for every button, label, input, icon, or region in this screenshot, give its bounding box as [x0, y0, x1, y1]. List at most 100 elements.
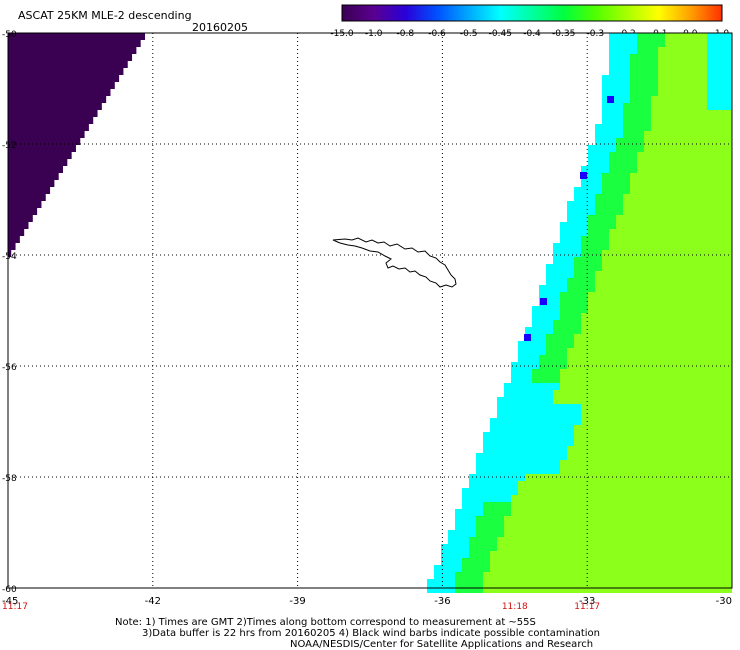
field-cell: [616, 159, 623, 166]
field-cell: [588, 397, 595, 404]
field-cell: [714, 257, 721, 264]
field-cell: [728, 425, 732, 432]
field-cell: [588, 327, 595, 334]
field-cell: [665, 61, 672, 68]
field-cell: [707, 362, 714, 369]
field-cell: [637, 460, 644, 467]
field-cell: [602, 467, 609, 474]
field-cell: [8, 215, 33, 222]
field-cell: [497, 481, 504, 488]
field-cell: [623, 145, 630, 152]
field-cell: [609, 110, 616, 117]
field-cell: [595, 320, 602, 327]
field-cell: [630, 397, 637, 404]
field-cell: [602, 369, 609, 376]
field-cell: [686, 194, 693, 201]
field-cell: [609, 40, 616, 47]
field-cell: [609, 355, 616, 362]
field-cell: [609, 523, 616, 530]
field-cell: [700, 187, 707, 194]
field-cell: [602, 411, 609, 418]
field-cell: [728, 159, 732, 166]
field-cell: [539, 516, 546, 523]
field-cell: [728, 418, 732, 425]
field-cell: [483, 537, 490, 544]
field-cell: [483, 530, 490, 537]
field-cell: [630, 180, 637, 187]
field-cell: [714, 446, 721, 453]
field-cell: [728, 243, 732, 250]
field-cell: [651, 166, 658, 173]
field-cell: [553, 320, 560, 327]
field-cell: [567, 404, 574, 411]
field-cell: [707, 152, 714, 159]
field-cell: [637, 145, 644, 152]
field-cell: [588, 544, 595, 551]
field-cell: [644, 537, 651, 544]
field-cell: [665, 453, 672, 460]
field-cell: [672, 369, 679, 376]
field-cell: [553, 572, 560, 579]
field-cell: [8, 47, 137, 54]
field-cell: [707, 257, 714, 264]
field-cell: [672, 320, 679, 327]
field-cell: [623, 278, 630, 285]
field-cell: [700, 194, 707, 201]
field-cell: [588, 348, 595, 355]
field-cell: [707, 502, 714, 509]
field-cell: [637, 159, 644, 166]
field-cell: [651, 68, 658, 75]
field-cell: [679, 271, 686, 278]
field-cell: [700, 390, 707, 397]
field-cell: [476, 453, 483, 460]
field-cell: [511, 376, 518, 383]
field-cell: [448, 530, 455, 537]
field-cell: [455, 572, 462, 579]
field-cell: [700, 446, 707, 453]
field-cell: [665, 369, 672, 376]
field-cell: [686, 117, 693, 124]
field-cell: [630, 292, 637, 299]
field-cell: [637, 439, 644, 446]
field-cell: [595, 236, 602, 243]
field-cell: [518, 544, 525, 551]
field-cell: [518, 502, 525, 509]
field-cell: [672, 96, 679, 103]
field-cell: [623, 187, 630, 194]
field-cell: [602, 537, 609, 544]
field-cell: [651, 516, 658, 523]
field-cell: [651, 299, 658, 306]
field-cell: [693, 292, 700, 299]
field-cell: [700, 33, 707, 40]
field-cell: [637, 173, 644, 180]
field-cell: [441, 579, 448, 586]
field-cell: [700, 558, 707, 565]
field-cell: [581, 341, 588, 348]
field-cell: [581, 229, 588, 236]
field-cell: [714, 586, 721, 593]
field-cell: [581, 264, 588, 271]
field-cell: [644, 516, 651, 523]
field-cell: [700, 47, 707, 54]
field-cell: [574, 236, 581, 243]
field-cell: [721, 138, 728, 145]
field-cell: [581, 404, 588, 411]
field-cell: [679, 537, 686, 544]
field-cell: [644, 131, 651, 138]
field-cell: [700, 544, 707, 551]
field-cell: [539, 320, 546, 327]
field-cell: [714, 376, 721, 383]
field-cell: [616, 229, 623, 236]
field-cell: [714, 488, 721, 495]
field-cell: [721, 355, 728, 362]
field-cell: [728, 89, 732, 96]
field-cell: [546, 432, 553, 439]
field-cell: [623, 236, 630, 243]
field-cell: [672, 292, 679, 299]
field-cell: [686, 103, 693, 110]
field-cell: [595, 474, 602, 481]
field-cell: [637, 40, 644, 47]
field-cell: [721, 390, 728, 397]
field-cell: [644, 488, 651, 495]
field-cell: [441, 572, 448, 579]
